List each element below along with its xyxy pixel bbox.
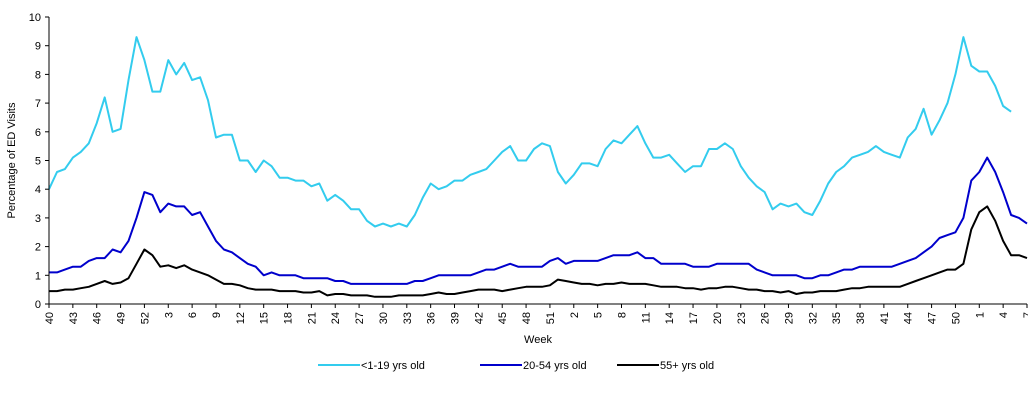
x-tick-label: 24 [330, 312, 342, 324]
x-tick-label: 27 [354, 312, 366, 324]
y-tick-label: 1 [35, 270, 41, 282]
x-tick-label: 12 [235, 312, 247, 324]
y-tick-label: 4 [35, 184, 41, 196]
legend-label: 55+ yrs old [660, 360, 714, 372]
x-tick-label: 26 [760, 312, 772, 324]
legend-label: 20-54 yrs old [523, 360, 587, 372]
y-tick-label: 7 [35, 98, 41, 110]
x-tick-label: 39 [450, 312, 462, 324]
y-tick-label: 10 [29, 12, 41, 24]
x-tick-label: 44 [903, 312, 915, 324]
x-tick-label: 29 [783, 312, 795, 324]
y-axis-ticks: 0 1 2 3 4 5 6 7 8 9 10 [29, 12, 49, 311]
x-axis-ticks: 40 43 46 49 52 3 6 9 12 15 18 21 24 27 30 33 36 39 42 45 48 5… [44, 304, 1028, 324]
series-line-1 [49, 156, 1028, 285]
y-tick-label: 9 [35, 41, 41, 53]
x-tick-label: 45 [497, 312, 509, 324]
x-tick-label: 20 [712, 312, 724, 324]
x-tick-label: 18 [283, 312, 295, 324]
y-tick-label: 3 [35, 213, 41, 225]
x-tick-label: 2 [569, 312, 581, 318]
x-tick-label: 17 [688, 312, 700, 324]
x-tick-label: 23 [736, 312, 748, 324]
x-tick-label: 9 [211, 312, 223, 318]
x-tick-label: 30 [378, 312, 390, 324]
x-tick-label: 5 [593, 312, 605, 318]
x-tick-label: 43 [68, 312, 80, 324]
x-tick-label: 35 [831, 312, 843, 324]
x-tick-label: 52 [139, 312, 151, 324]
y-tick-label: 5 [35, 156, 41, 168]
x-tick-label: 41 [879, 312, 891, 324]
x-tick-label: 51 [545, 312, 557, 324]
x-tick-label: 47 [927, 312, 939, 324]
x-tick-label: 46 [92, 312, 104, 324]
legend: <1-19 yrs old 20-54 yrs old 55+ yrs old [318, 360, 714, 372]
x-tick-label: 50 [950, 312, 962, 324]
x-tick-label: 4 [998, 312, 1010, 318]
y-tick-label: 6 [35, 127, 41, 139]
x-tick-label: 14 [664, 312, 676, 324]
x-tick-label: 7 [1022, 312, 1028, 318]
x-tick-label: 11 [640, 312, 652, 323]
x-tick-label: 33 [402, 312, 414, 324]
x-tick-label: 36 [426, 312, 438, 324]
x-tick-label: 6 [187, 312, 199, 318]
x-tick-label: 38 [855, 312, 867, 324]
y-axis-title: Percentage of ED Visits [6, 102, 18, 218]
y-tick-label: 8 [35, 69, 41, 81]
x-tick-label: 48 [521, 312, 533, 324]
y-tick-label: 0 [35, 299, 41, 311]
x-tick-label: 32 [807, 312, 819, 324]
series-layer [48, 36, 1028, 298]
x-tick-label: 15 [259, 312, 271, 324]
x-tick-label: 1 [974, 312, 986, 318]
x-tick-label: 8 [616, 312, 628, 318]
x-tick-label: 49 [116, 312, 128, 324]
legend-label: <1-19 yrs old [361, 360, 425, 372]
x-tick-label: 3 [163, 312, 175, 318]
y-tick-label: 2 [35, 242, 41, 254]
series-line-0 [48, 36, 1012, 228]
series-line-2 [49, 205, 1028, 298]
x-tick-label: 21 [306, 312, 318, 324]
x-tick-label: 42 [473, 312, 485, 324]
x-axis-title: Week [524, 334, 552, 346]
x-tick-label: 40 [44, 312, 56, 324]
